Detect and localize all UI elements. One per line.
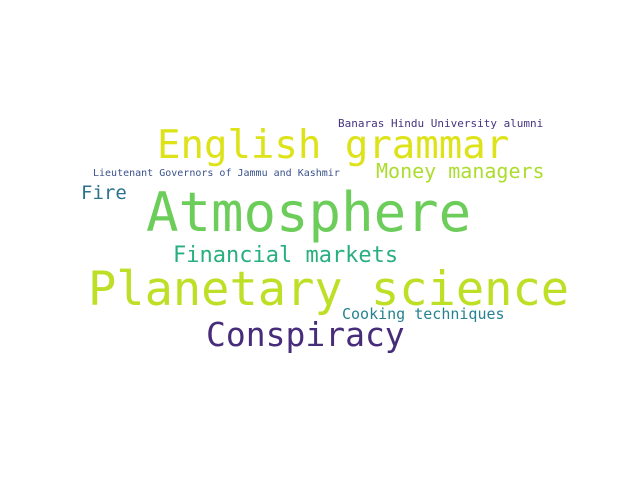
word-lieutenant-governors: Lieutenant Governors of Jammu and Kashmi… [93, 168, 340, 179]
word-conspiracy: Conspiracy [206, 315, 405, 354]
word-english-grammar: English grammar [157, 123, 510, 168]
word-atmosphere: Atmosphere [146, 181, 472, 244]
word-banaras-hindu-university-alumni: Banaras Hindu University alumni [338, 117, 544, 130]
word-fire: Fire [81, 182, 127, 204]
word-cooking-techniques: Cooking techniques [342, 305, 505, 323]
word-financial-markets: Financial markets [173, 243, 399, 268]
word-planetary-science: Planetary science [88, 262, 570, 317]
word-money-managers: Money managers [376, 159, 545, 183]
